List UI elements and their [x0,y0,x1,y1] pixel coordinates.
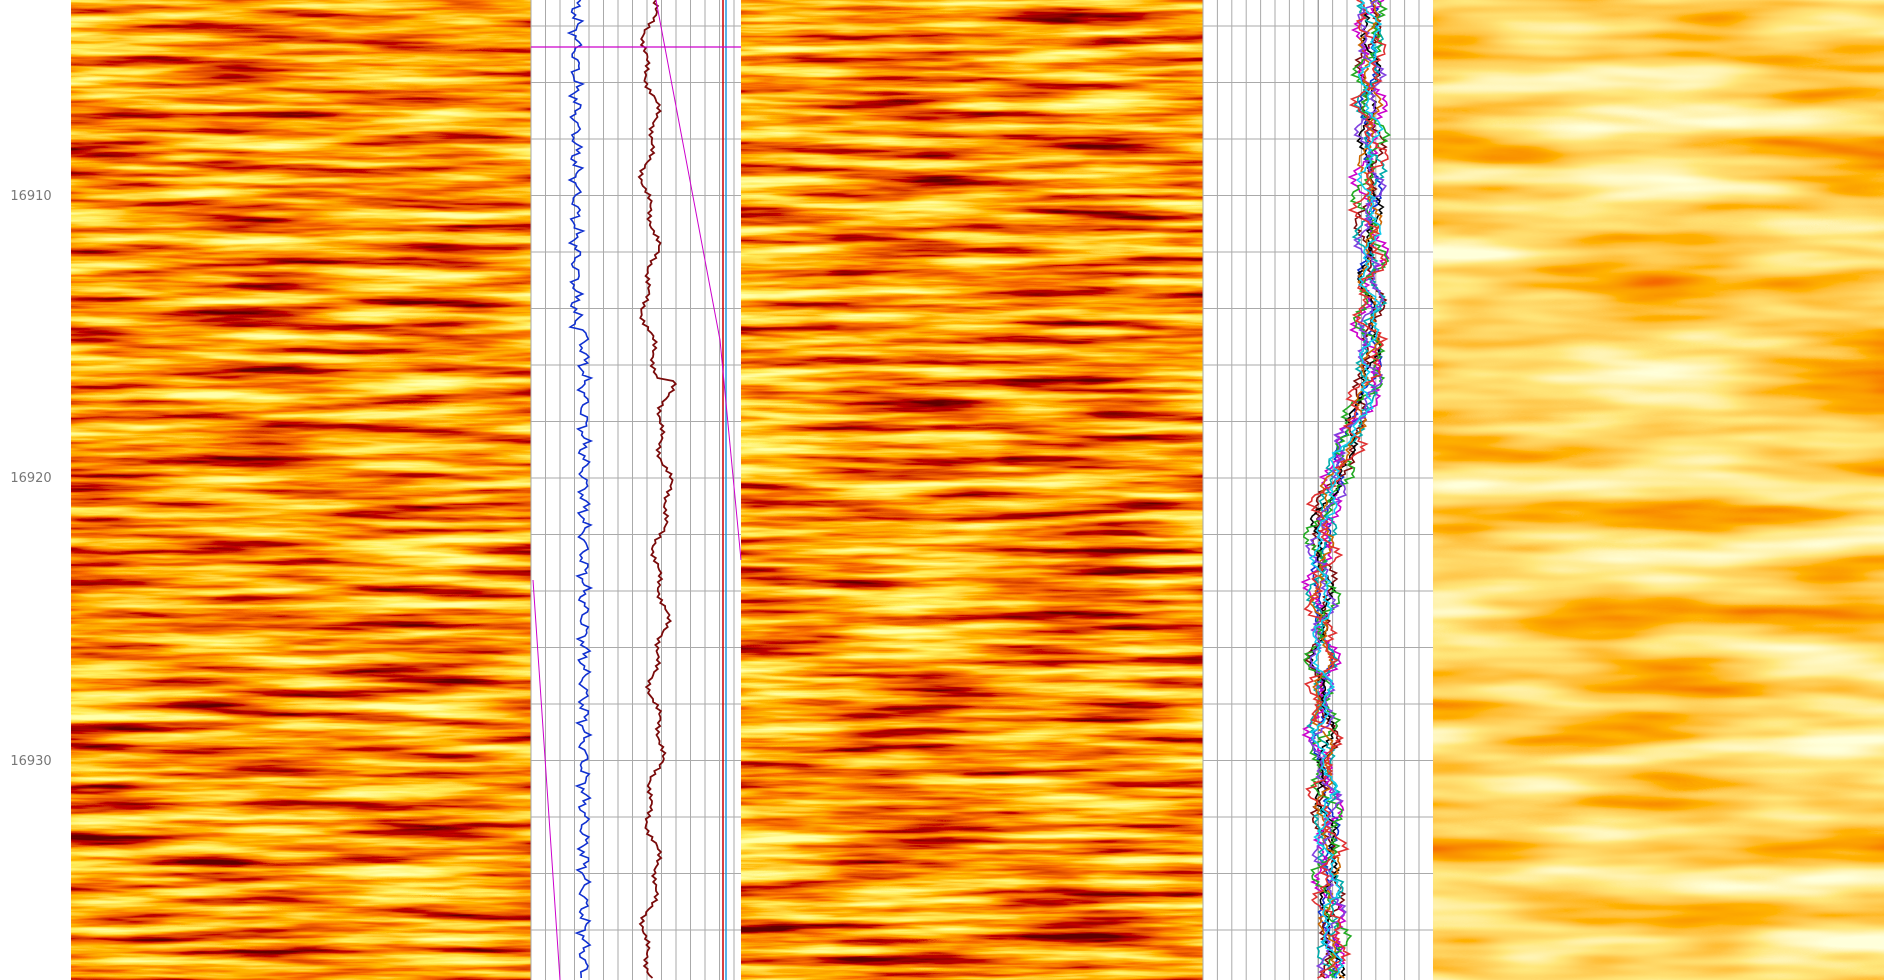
log-curve [1302,0,1392,979]
log-curve [1303,0,1389,979]
log-curve [1307,0,1385,979]
log-curve [1308,0,1384,979]
depth-label: 16920 [10,471,51,486]
log-curve [637,0,678,979]
log-curve [532,0,742,980]
image-track-3 [1433,0,1884,980]
log-curve [1304,0,1388,979]
depth-label: 16930 [10,754,51,769]
curve-track-1 [530,0,742,980]
log-curve [566,0,594,979]
track-background [531,0,741,980]
image-track-2 [741,0,1203,980]
depth-label: 16910 [10,189,51,204]
image-track-1 [71,0,531,980]
curve-track-2 [1202,0,1433,980]
